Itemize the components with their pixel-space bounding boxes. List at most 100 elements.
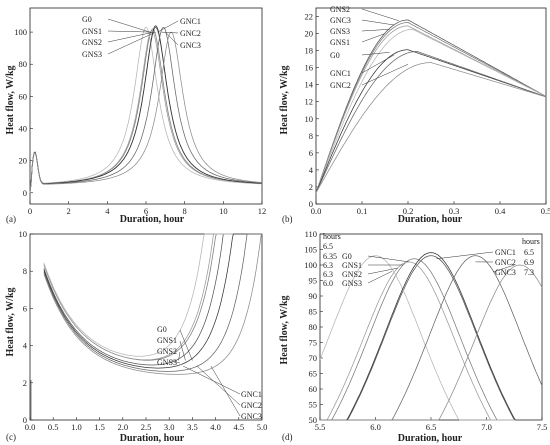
panel-b-plot-frame (315, 7, 547, 205)
panel-d-ytick-label: 70 (309, 353, 318, 363)
panel-b-series-label: GNS1 (330, 38, 350, 47)
panel-b-series-label: GNC3 (330, 16, 351, 25)
panel-c-xtick-label: 3.0 (164, 422, 175, 432)
panel-a-series-label: GNC1 (180, 17, 201, 26)
panel-d-xlabel: Duration, hour (398, 433, 463, 444)
panel-a-series-label: GNS1 (82, 27, 102, 36)
panel-d-left-name: GNS2 (342, 270, 362, 279)
panel-a-ytick-label: 40 (19, 123, 28, 133)
panel-a-series-label: GNC3 (180, 41, 201, 50)
panel-d-left-name: GNS3 (342, 279, 362, 288)
panel-c-leader-line (171, 360, 181, 364)
panel-c-xtick-label: 0.0 (25, 422, 36, 432)
panel-c-series-label: GNS3 (157, 358, 177, 367)
panel-d-xtick-label: 6.0 (370, 422, 381, 432)
panel-b-series-GNC1 (315, 51, 547, 194)
panel-c-xtick-label: 2.5 (141, 422, 152, 432)
panel-b-label: (b) (282, 214, 293, 224)
panel-d-leader-line (367, 267, 398, 275)
panel-d-right-hours: 6.5 (524, 248, 534, 257)
panel-c-ytick-label: 8 (23, 266, 27, 276)
panel-a-xtick-label: 12 (258, 206, 267, 216)
panel-b-ytick-label: 20 (305, 29, 314, 39)
panel-d-right-name: GNC1 (495, 248, 516, 257)
panel-b-series-label: GNC2 (330, 81, 351, 90)
panel-a-leader-line (157, 20, 179, 33)
panel-d-ytick-label: 65 (309, 369, 318, 379)
panel-c-series-GNS1 (43, 233, 262, 361)
panel-a-xtick-label: 4 (105, 206, 110, 216)
panel-d-xtick-label: 5.5 (315, 422, 326, 432)
panel-d: (d) Duration, hour Heat flow, W/kg 5.5 6.… (279, 229, 547, 444)
panel-b-leader-line (361, 64, 409, 86)
panel-a-leader-line (165, 31, 179, 46)
panel-b-ytick-label: 0 (309, 199, 313, 209)
panel-c-xtick-label: 3.5 (187, 422, 198, 432)
panel-c-xlabel: Duration, hour (120, 433, 185, 444)
panel-b-series-label: GNS3 (330, 27, 350, 36)
panel-d-left-hours: 6.3 (323, 261, 333, 270)
panel-b-ytick-label: 16 (305, 63, 314, 73)
panel-d-right-name: GNC3 (495, 268, 516, 277)
panel-c-series-GNC1 (43, 233, 262, 369)
panel-d-ytick-label: 100 (304, 260, 317, 270)
panel-b-leader-line (361, 54, 395, 74)
panel-d-xtick-label: 7.5 (537, 422, 548, 432)
panel-b-ytick-label: 12 (305, 97, 314, 107)
panel-d-ytick-label: 95 (309, 276, 318, 286)
panel-d-right-hours: 7.3 (524, 268, 534, 277)
panel-a-plot-frame (29, 7, 263, 205)
panel-a-series-label: G0 (82, 15, 92, 24)
panel-d-xtick-label: 7.0 (481, 422, 492, 432)
panel-c-series-label: GNS1 (157, 336, 177, 345)
panel-c-plot-frame (29, 233, 263, 421)
panel-b-series-label: GNC1 (330, 69, 351, 78)
panel-a-xtick-label: 0 (28, 206, 32, 216)
panel-d-leader-line (367, 270, 393, 284)
panel-a-xtick-label: 6 (144, 206, 148, 216)
panel-b-xtick-label: 0.0 (311, 206, 322, 216)
panel-d-ytick-label: 90 (309, 291, 318, 301)
panel-c: (c) Duration, hour Heat flow, W/kg 0.0 0.… (5, 229, 267, 444)
panel-c-series-GNS2 (43, 233, 262, 361)
panel-b-series-GNC3 (315, 22, 547, 194)
panel-a-xtick-label: 10 (219, 206, 228, 216)
panel-a-ytick-label: 100 (14, 27, 27, 37)
panel-a-xtick-label: 2 (67, 206, 71, 216)
panel-b-ytick-label: 2 (309, 182, 313, 192)
panel-b-leader-line (361, 33, 386, 43)
panel-a-xtick-label: 8 (183, 206, 187, 216)
panel-d-hours-header-left: hours (323, 232, 341, 241)
panel-d-series-GNC3 (320, 264, 543, 421)
panel-d-left-name: GNS1 (342, 261, 362, 270)
panel-a-leader-line (161, 31, 179, 34)
panel-b-xtick-label: 0.3 (449, 206, 460, 216)
panel-c-series-label: GNS2 (157, 347, 177, 356)
panel-b-ytick-label: 14 (305, 80, 314, 90)
panel-b-xtick-label: 0.2 (403, 206, 414, 216)
panel-c-series-label: GNC2 (241, 401, 262, 410)
panel-c-ytick-label: 2 (23, 378, 27, 388)
panel-a-ylabel: Heat flow, W/kg (5, 66, 16, 135)
panel-c-leader-line (210, 365, 241, 417)
panel-d-leader-line (367, 255, 409, 263)
panel-b-xtick-label: 0.1 (357, 206, 368, 216)
panel-c-leader-line (178, 351, 181, 361)
panel-d-series-G0 (320, 255, 542, 421)
panel-d-ytick-label: 110 (305, 229, 317, 239)
panel-c-xtick-label: 2.0 (117, 422, 128, 432)
panel-c-ytick-label: 10 (19, 229, 28, 239)
panel-c-series-GNC2 (43, 233, 262, 372)
panel-a-leader-line (107, 18, 150, 33)
panel-c-xtick-label: 4.5 (233, 422, 244, 432)
panel-b-leader-line (361, 19, 395, 26)
panel-b-series-label: GNS2 (330, 5, 350, 14)
panel-a-series-GNC2 (29, 27, 263, 193)
panel-a-ytick-label: 60 (19, 91, 28, 101)
panel-b-ytick-label: 18 (305, 46, 314, 56)
panel-b-ytick-label: 10 (305, 114, 314, 124)
panel-d-leader-line (492, 264, 515, 273)
panel-c-xtick-label: 0.5 (48, 422, 59, 432)
panel-d-right-name: GNC2 (495, 258, 516, 267)
